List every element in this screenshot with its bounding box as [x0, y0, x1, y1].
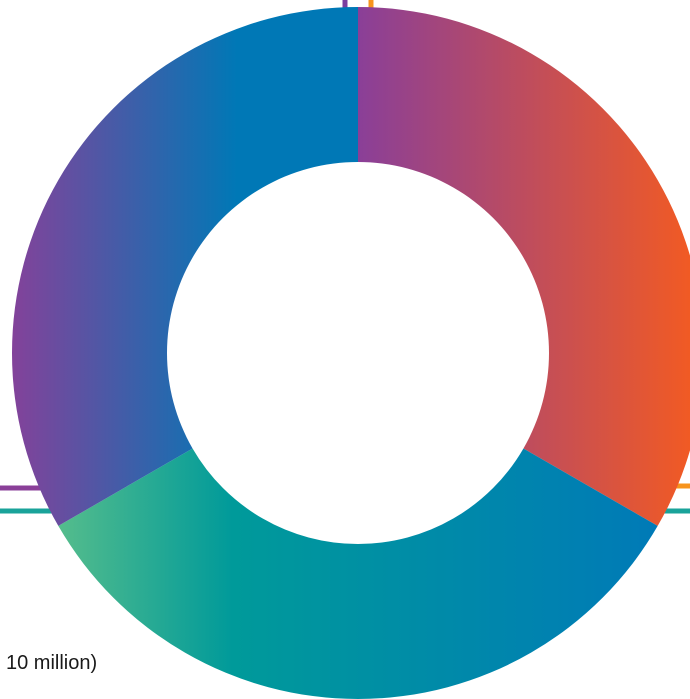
donut-slice-3: [11, 7, 359, 526]
donut-slice-1: [358, 7, 690, 526]
donut-slice-2: [58, 448, 658, 699]
annotation-text: 10 million): [6, 652, 98, 674]
